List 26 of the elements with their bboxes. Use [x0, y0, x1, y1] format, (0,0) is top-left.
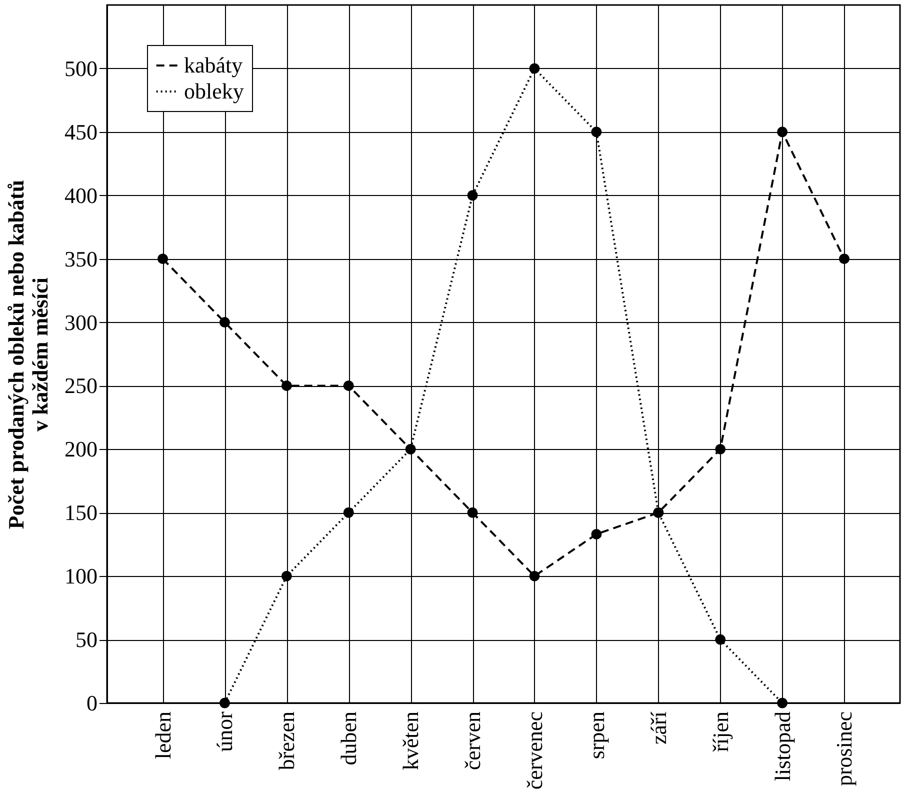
y-axis-title: Počet prodaných obleků nebo kabátů v každém měsíci — [4, 180, 52, 530]
x-tick-label: září — [646, 712, 671, 744]
x-tick-label: listopad — [770, 712, 795, 782]
y-tick-label: 150 — [64, 500, 98, 526]
y-tick-label: 250 — [64, 373, 98, 398]
y-tick-label: 300 — [64, 310, 98, 335]
x-tick-label: červenec — [522, 711, 547, 790]
x-tick-label: květen — [398, 712, 424, 770]
y-tick-label: 500 — [64, 56, 98, 81]
legend-label: obleky — [184, 78, 244, 104]
x-tick-label: únor — [212, 710, 238, 752]
x-tick-label: březen — [274, 712, 300, 770]
y-tick-label: 0 — [86, 690, 98, 716]
y-tick-label: 450 — [64, 119, 98, 144]
y-tick-label: 350 — [64, 246, 98, 272]
legend-label: kabáty — [184, 52, 243, 78]
y-tick-label: 100 — [64, 564, 98, 589]
x-tick-label: říjen — [708, 712, 733, 752]
x-tick-label: prosinec — [832, 711, 857, 786]
x-tick-label: červen — [460, 712, 486, 770]
x-tick-label: duben — [336, 712, 362, 766]
y-tick-label: 50 — [76, 627, 98, 652]
x-tick-label: srpen — [584, 712, 609, 760]
x-tick-label: leden — [150, 712, 176, 760]
y-tick-label: 400 — [64, 182, 98, 208]
y-tick-label: 200 — [64, 436, 98, 462]
